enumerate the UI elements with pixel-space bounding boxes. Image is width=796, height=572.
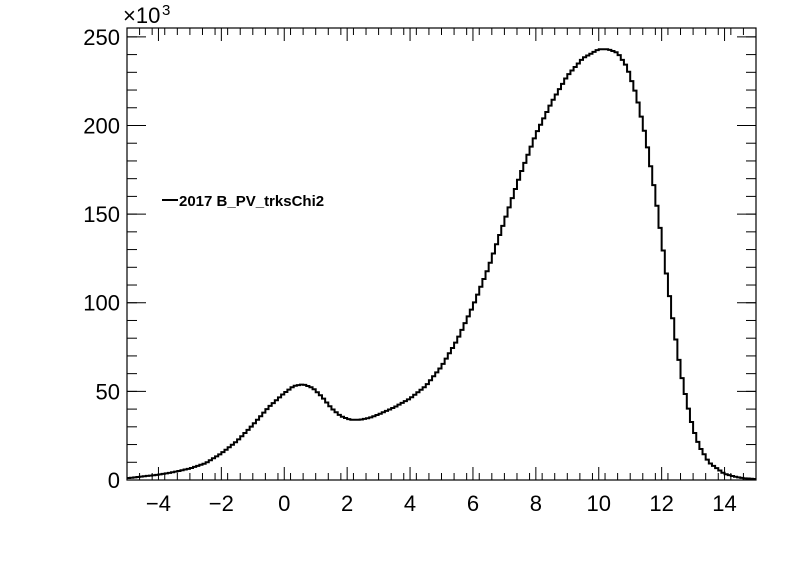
plot-frame: [126, 27, 757, 481]
x-tick-label: 6: [467, 491, 479, 516]
x-tick-label: 4: [404, 491, 416, 516]
x-tick-label: 12: [649, 491, 673, 516]
y-tick-label: 250: [83, 25, 120, 50]
y-multiplier-base: ×10: [123, 3, 160, 28]
x-tick-label: 8: [530, 491, 542, 516]
tick-labels: −4 −2 0 2 4 6 8 10 12 14 0 50 100 150 200 250: [83, 25, 737, 516]
y-tick-label: 0: [108, 468, 120, 493]
y-tick-label: 50: [96, 379, 120, 404]
x-tick-label: −2: [209, 491, 234, 516]
y-tick-label: 150: [83, 202, 120, 227]
x-tick-label: 0: [278, 491, 290, 516]
x-tick-label: 14: [712, 491, 736, 516]
legend-entry-label: 2017 B_PV_trksChi2: [179, 193, 324, 210]
series-line-histogram: [127, 48, 756, 480]
x-tick-label: 2: [341, 491, 353, 516]
y-multiplier-exponent: 3: [162, 2, 170, 19]
legend: 2017 B_PV_trksChi2: [162, 193, 324, 210]
y-tick-label: 100: [83, 291, 120, 316]
x-tick-label: 10: [587, 491, 611, 516]
x-tick-label: −4: [146, 491, 171, 516]
y-tick-label: 200: [83, 113, 120, 138]
